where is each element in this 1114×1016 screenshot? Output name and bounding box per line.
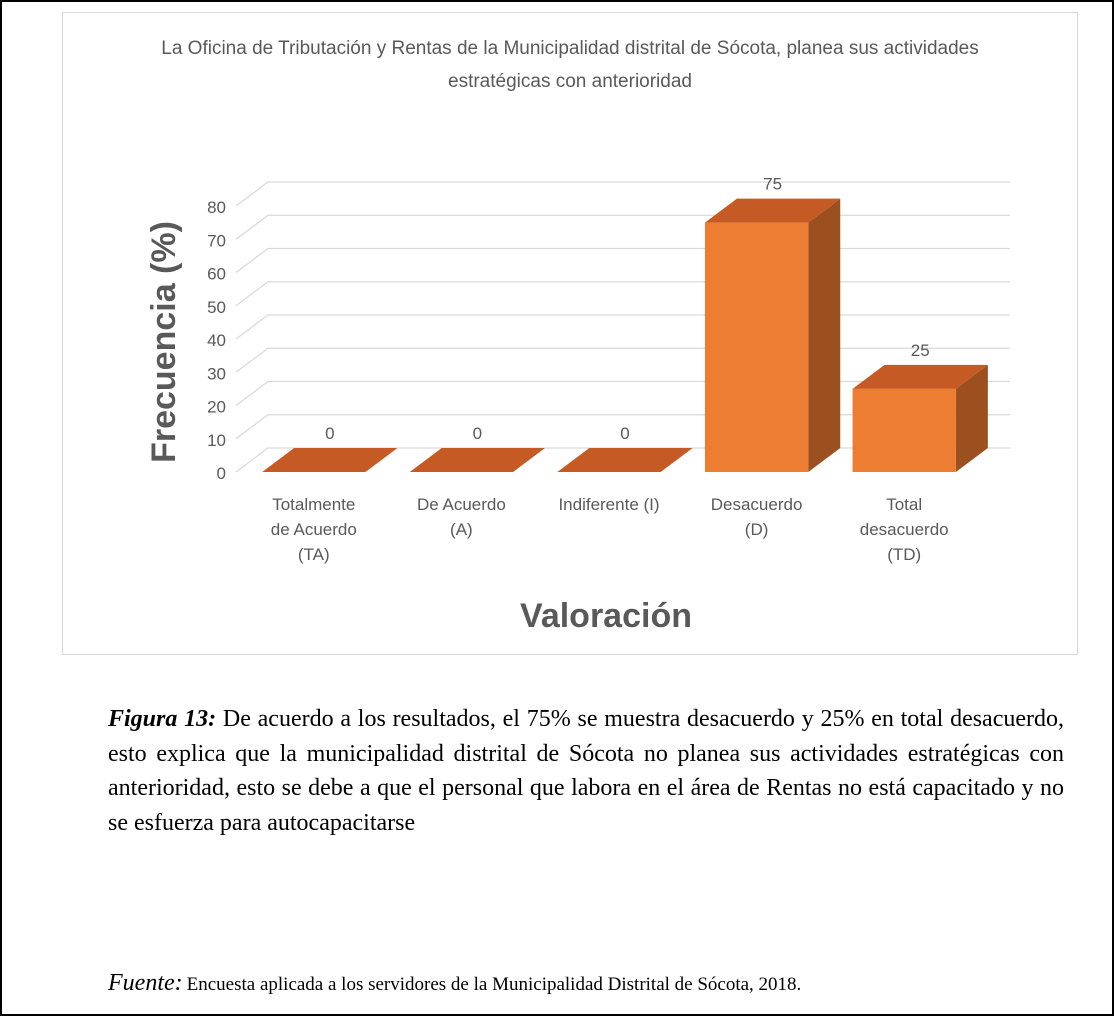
x-tick-label: Total desacuerdo (TD): [859, 495, 949, 564]
grid-line: [235, 314, 1010, 340]
value-label: 0: [325, 424, 334, 443]
bar-top: [704, 198, 841, 223]
chart-title: La Oficina de Tributación y Rentas de la…: [161, 38, 978, 92]
bar: [409, 448, 546, 472]
y-tick-label: 30: [207, 364, 226, 383]
caption-text: De acuerdo a los resultados, el 75% se m…: [108, 706, 1065, 836]
grid-line: [235, 181, 1010, 207]
x-tick-label: Totalmente de Acuerdo (TA): [270, 495, 357, 564]
bar: [557, 448, 693, 472]
y-tick-label: 0: [217, 464, 226, 483]
value-label: 0: [620, 424, 629, 443]
y-tick-label: 50: [207, 298, 226, 317]
bar-side: [955, 364, 988, 472]
y-tick-label: 70: [207, 231, 226, 250]
bar-side: [808, 198, 841, 472]
source-text: Encuesta aplicada a los servidores de la…: [186, 974, 802, 995]
grid-line: [235, 214, 1010, 240]
chart-frame: [62, 12, 1078, 655]
caption: Figura 13: De acuerdo a los resultados, …: [108, 702, 1064, 840]
value-label: 25: [911, 341, 930, 360]
value-label: 75: [763, 175, 782, 194]
bar-front: [704, 222, 809, 472]
bar: [262, 448, 398, 472]
bar-top: [409, 448, 546, 472]
bar-front: [852, 388, 956, 472]
x-tick-label: De Acuerdo (A): [416, 495, 506, 539]
x-tick-label: Indiferente (I): [558, 495, 660, 514]
chart: La Oficina de Tributación y Rentas de la…: [145, 38, 1010, 635]
grid-line: [235, 281, 1010, 307]
bar: [704, 198, 841, 472]
bar-top: [262, 448, 398, 472]
source: Fuente: Encuesta aplicada a los servidor…: [108, 970, 801, 997]
y-tick-label: 60: [207, 265, 226, 284]
source-label: Fuente:: [108, 970, 183, 996]
bar-top: [557, 448, 693, 472]
y-tick-label: 80: [207, 198, 226, 217]
caption-label: Figura 13:: [108, 706, 217, 732]
value-label: 0: [473, 424, 482, 443]
x-axis-title: Valoración: [520, 597, 692, 635]
bar: [852, 364, 988, 472]
x-tick-label: Desacuerdo (D): [710, 495, 803, 539]
y-tick-label: 10: [207, 431, 226, 450]
y-tick-label: 40: [207, 331, 226, 350]
y-tick-label: 20: [207, 398, 226, 417]
grid-line: [235, 247, 1010, 274]
bar-top: [852, 364, 988, 389]
y-axis-title: Frecuencia (%): [145, 221, 183, 463]
